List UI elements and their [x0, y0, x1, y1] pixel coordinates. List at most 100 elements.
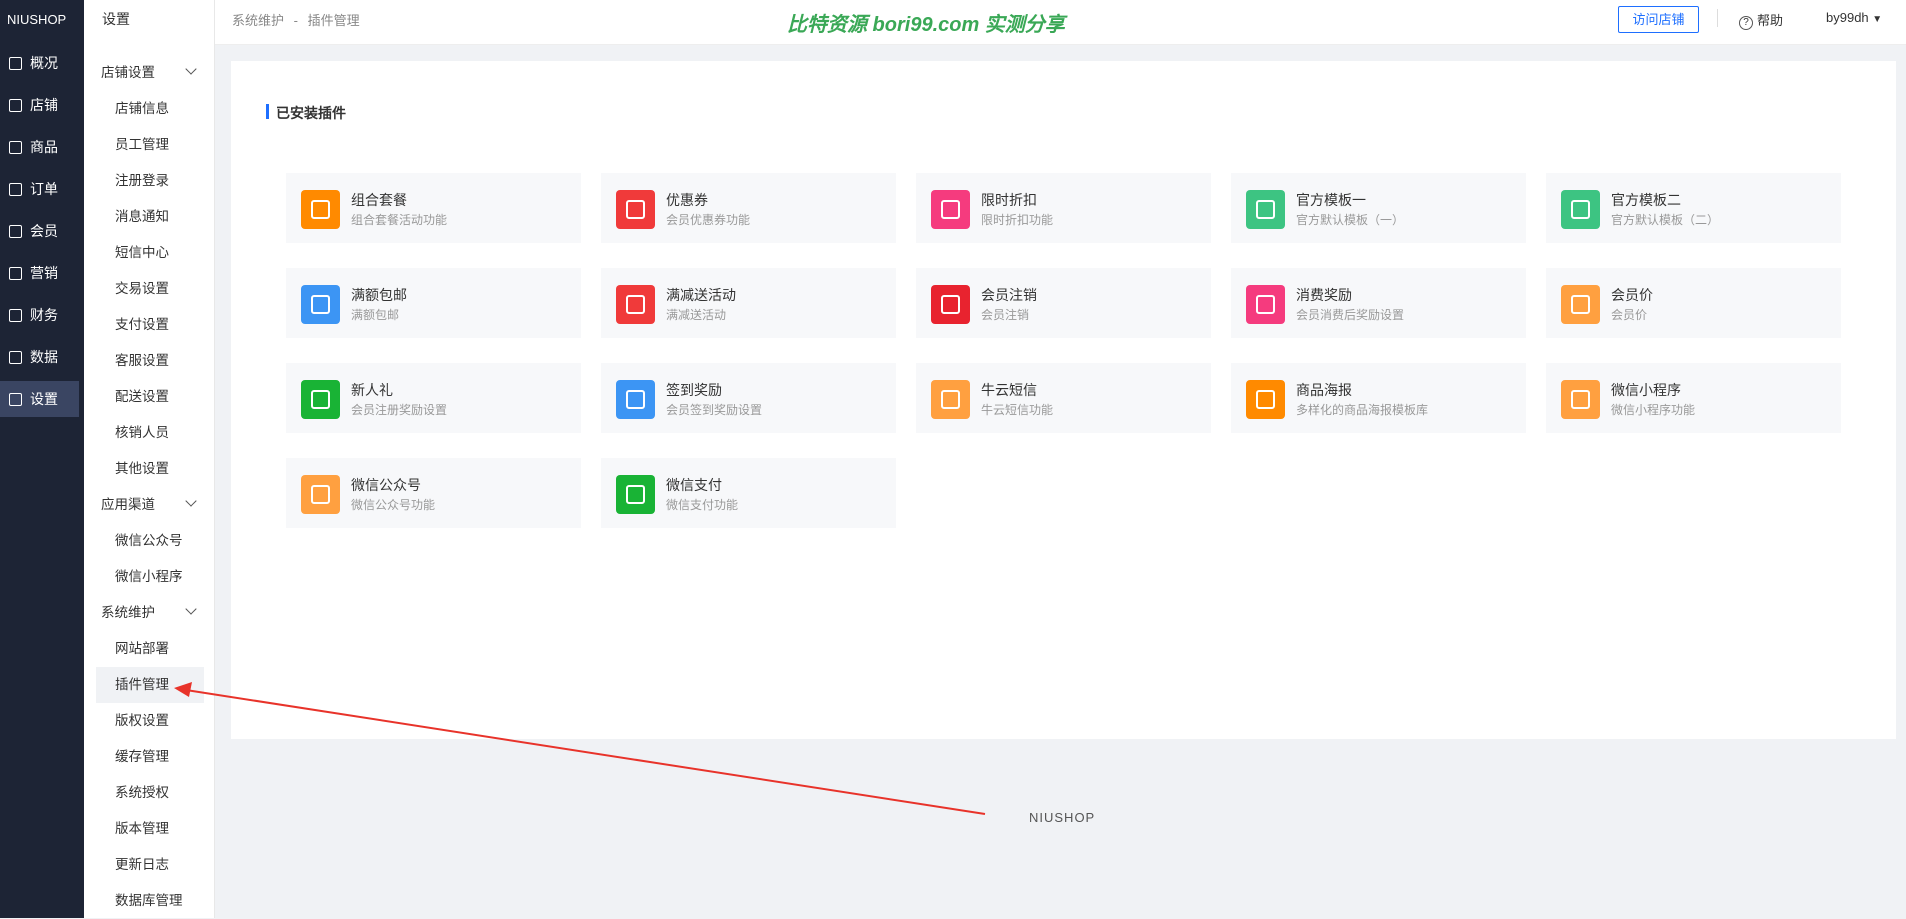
nav-item[interactable]: 营销: [0, 255, 84, 291]
user[interactable]: by99dh ▼: [1826, 10, 1882, 25]
sub-nav-item[interactable]: 更新日志: [115, 857, 169, 872]
group-title[interactable]: 应用渠道: [101, 497, 155, 512]
nav-item[interactable]: 概况: [0, 45, 84, 81]
sub-nav-item[interactable]: 核销人员: [115, 425, 169, 440]
plugin-card[interactable]: 新人礼会员注册奖励设置: [286, 363, 581, 433]
plugin-icon: [1246, 190, 1285, 229]
sub-nav-item[interactable]: 缓存管理: [115, 749, 169, 764]
plugin-name: 牛云短信: [981, 382, 1037, 398]
nav-icon: [9, 393, 22, 406]
nav-item[interactable]: 会员: [0, 213, 84, 249]
help[interactable]: ? 帮助: [1739, 10, 1783, 30]
help-text: 帮助: [1757, 13, 1784, 28]
sub-nav-item[interactable]: 其他设置: [115, 461, 169, 476]
sub-nav-item[interactable]: 交易设置: [115, 281, 169, 296]
plugin-card[interactable]: 官方模板二 官方默认模板（二）: [1546, 173, 1841, 243]
plugin-icon: [1246, 380, 1285, 419]
nav-item[interactable]: 设置: [0, 381, 79, 417]
plugin-name: 优惠券: [666, 192, 708, 208]
chevron: [185, 495, 197, 507]
icon-glyph: [941, 295, 960, 314]
plugin-icon: [931, 380, 970, 419]
nav-icon: [9, 309, 22, 322]
main-nav: NIUSHOP 概况 店铺 商品 订单 会员 营销 财务 数据 设置: [0, 0, 84, 918]
sub-nav-item[interactable]: 客服设置: [115, 353, 169, 368]
crumb[interactable]: 系统维护: [232, 13, 285, 28]
nav-item[interactable]: 财务: [0, 297, 84, 333]
plugin-name: 满额包邮: [351, 287, 407, 303]
plugin-name: 签到奖励: [666, 382, 722, 398]
icon-glyph: [941, 200, 960, 219]
sub-nav-item[interactable]: 配送设置: [115, 389, 169, 404]
group-title[interactable]: 系统维护: [101, 605, 155, 620]
sub-nav-item[interactable]: 网站部署: [115, 641, 169, 656]
plugin-desc: 会员消费后奖励设置: [1296, 308, 1405, 322]
plugin-icon: [931, 285, 970, 324]
plugin-card[interactable]: 微信公众号 微信公众号功能: [286, 458, 581, 528]
sub-nav-item[interactable]: 微信小程序: [115, 569, 183, 584]
sub-nav-item[interactable]: 数据库管理: [115, 893, 183, 908]
nav-icon: [9, 57, 22, 70]
plugin-card[interactable]: 会员价 会员价: [1546, 268, 1841, 338]
plugin-desc: 官方默认模板（二）: [1611, 213, 1720, 227]
plugin-card[interactable]: 签到奖励 会员签到奖励设置: [601, 363, 896, 433]
sub-nav-item[interactable]: 版权设置: [115, 713, 169, 728]
nav-icon: [9, 351, 22, 364]
nav-item[interactable]: 店铺: [0, 87, 84, 123]
caret: ▼: [1872, 14, 1883, 25]
icon-glyph: [626, 390, 645, 409]
sub-nav-item[interactable]: 店铺信息: [115, 101, 169, 116]
plugin-card[interactable]: 微信支付 微信支付功能: [601, 458, 896, 528]
plugin-desc: 微信支付功能: [666, 498, 739, 512]
icon-glyph: [311, 390, 330, 409]
plugin-card[interactable]: 满额包邮 满额包邮: [286, 268, 581, 338]
icon-glyph: [1256, 295, 1275, 314]
crumb: 插件管理: [307, 13, 360, 28]
nav-item[interactable]: 订单: [0, 171, 84, 207]
header: 系统维护 - 插件管理 比特资源 bori99.com 实测分享 访问店铺 ? 帮…: [215, 0, 1906, 45]
help-icon: ?: [1739, 16, 1753, 30]
plugin-desc: 会员注册奖励设置: [351, 403, 448, 417]
visit-button[interactable]: 访问店铺: [1618, 6, 1699, 33]
nav-item[interactable]: 数据: [0, 339, 84, 375]
plugin-icon: [616, 285, 655, 324]
sub-nav-item[interactable]: 微信公众号: [115, 533, 183, 548]
plugin-name: 组合套餐: [351, 192, 407, 208]
plugin-card[interactable]: 官方模板一 官方默认模板（一）: [1231, 173, 1526, 243]
icon-glyph: [1256, 390, 1275, 409]
content-panel: 已安装插件 组合套餐 组合套餐活动功能 优惠券 会员优惠券功能 限时折扣 限时折扣功能 官方…: [231, 61, 1896, 739]
section-title: 已安装插件: [276, 105, 346, 121]
plugin-card[interactable]: 优惠券会员优惠券功能: [601, 173, 896, 243]
plugin-card[interactable]: 限时折扣 限时折扣功能: [916, 173, 1211, 243]
group-title[interactable]: 店铺设置: [101, 65, 155, 80]
sub-nav-title: 设置: [102, 11, 130, 27]
sub-nav-item[interactable]: 员工管理: [115, 137, 169, 152]
sub-nav-item[interactable]: 支付设置: [115, 317, 169, 332]
sub-nav-item[interactable]: 短信中心: [115, 245, 169, 260]
plugin-card[interactable]: 消费奖励 会员消费后奖励设置: [1231, 268, 1526, 338]
sub-nav-item[interactable]: 版本管理: [115, 821, 169, 836]
plugin-card[interactable]: 满减送活动 满减送活动: [601, 268, 896, 338]
icon-glyph: [311, 295, 330, 314]
plugin-desc: 会员优惠券功能: [666, 213, 751, 227]
plugin-card[interactable]: 商品海报 多样化的商品海报模板库: [1231, 363, 1526, 433]
plugin-card[interactable]: 会员注销 会员注销: [916, 268, 1211, 338]
plugin-name: 新人礼: [351, 382, 393, 398]
icon-glyph: [1571, 390, 1590, 409]
plugin-desc: 官方默认模板（一）: [1296, 213, 1405, 227]
plugin-icon: [931, 190, 970, 229]
watermark: 比特资源 bori99.com 实测分享: [787, 14, 1065, 36]
plugin-icon: [301, 285, 340, 324]
plugin-desc: 牛云短信功能: [981, 403, 1054, 417]
plugin-icon: [301, 475, 340, 514]
plugin-icon: [301, 190, 340, 229]
sub-nav-item[interactable]: 消息通知: [115, 209, 169, 224]
sub-nav-item[interactable]: 注册登录: [115, 173, 169, 188]
plugin-card[interactable]: 微信小程序 微信小程序功能: [1546, 363, 1841, 433]
plugin-card[interactable]: 牛云短信牛云短信功能: [916, 363, 1211, 433]
sub-nav-item[interactable]: 插件管理: [96, 667, 204, 703]
plugin-name: 满减送活动: [666, 287, 736, 303]
plugin-card[interactable]: 组合套餐 组合套餐活动功能: [286, 173, 581, 243]
nav-item[interactable]: 商品: [0, 129, 84, 165]
sub-nav-item[interactable]: 系统授权: [115, 785, 169, 800]
